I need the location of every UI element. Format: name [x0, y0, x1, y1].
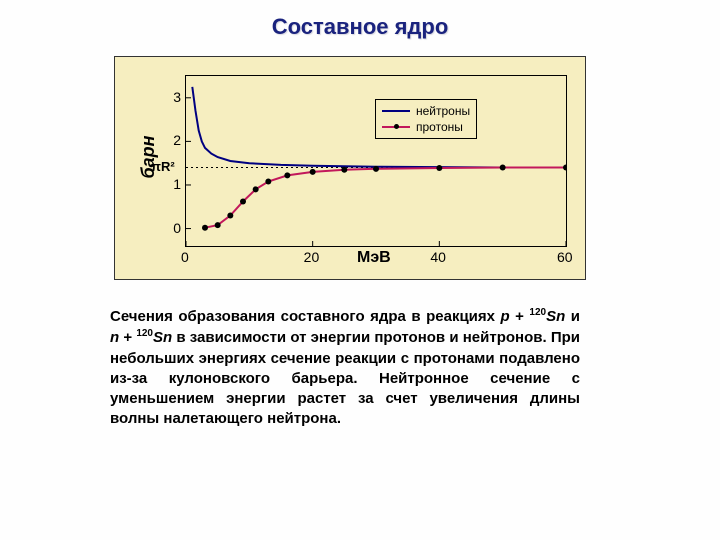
x-axis-label: МэВ	[357, 249, 391, 267]
legend-label: нейтроны	[416, 103, 470, 119]
legend-label: протоны	[416, 119, 463, 135]
ytick: 3	[165, 89, 181, 105]
chart-container: барн πR² нейтроны протоны МэВ 0123 02040…	[114, 56, 586, 280]
legend: нейтроны протоны	[375, 99, 477, 139]
legend-item-protons: протоны	[382, 119, 470, 135]
xtick: 0	[181, 249, 189, 265]
page-title: Составное ядро	[0, 0, 720, 40]
legend-item-neutrons: нейтроны	[382, 103, 470, 119]
xtick: 20	[304, 249, 320, 265]
xtick: 40	[430, 249, 446, 265]
ytick: 1	[165, 176, 181, 192]
chart-caption: Сечения образования составного ядра в ре…	[110, 306, 580, 430]
xtick: 60	[557, 249, 573, 265]
pi-r-squared-label: πR²	[151, 159, 175, 174]
ytick: 2	[165, 132, 181, 148]
ytick: 0	[165, 220, 181, 236]
